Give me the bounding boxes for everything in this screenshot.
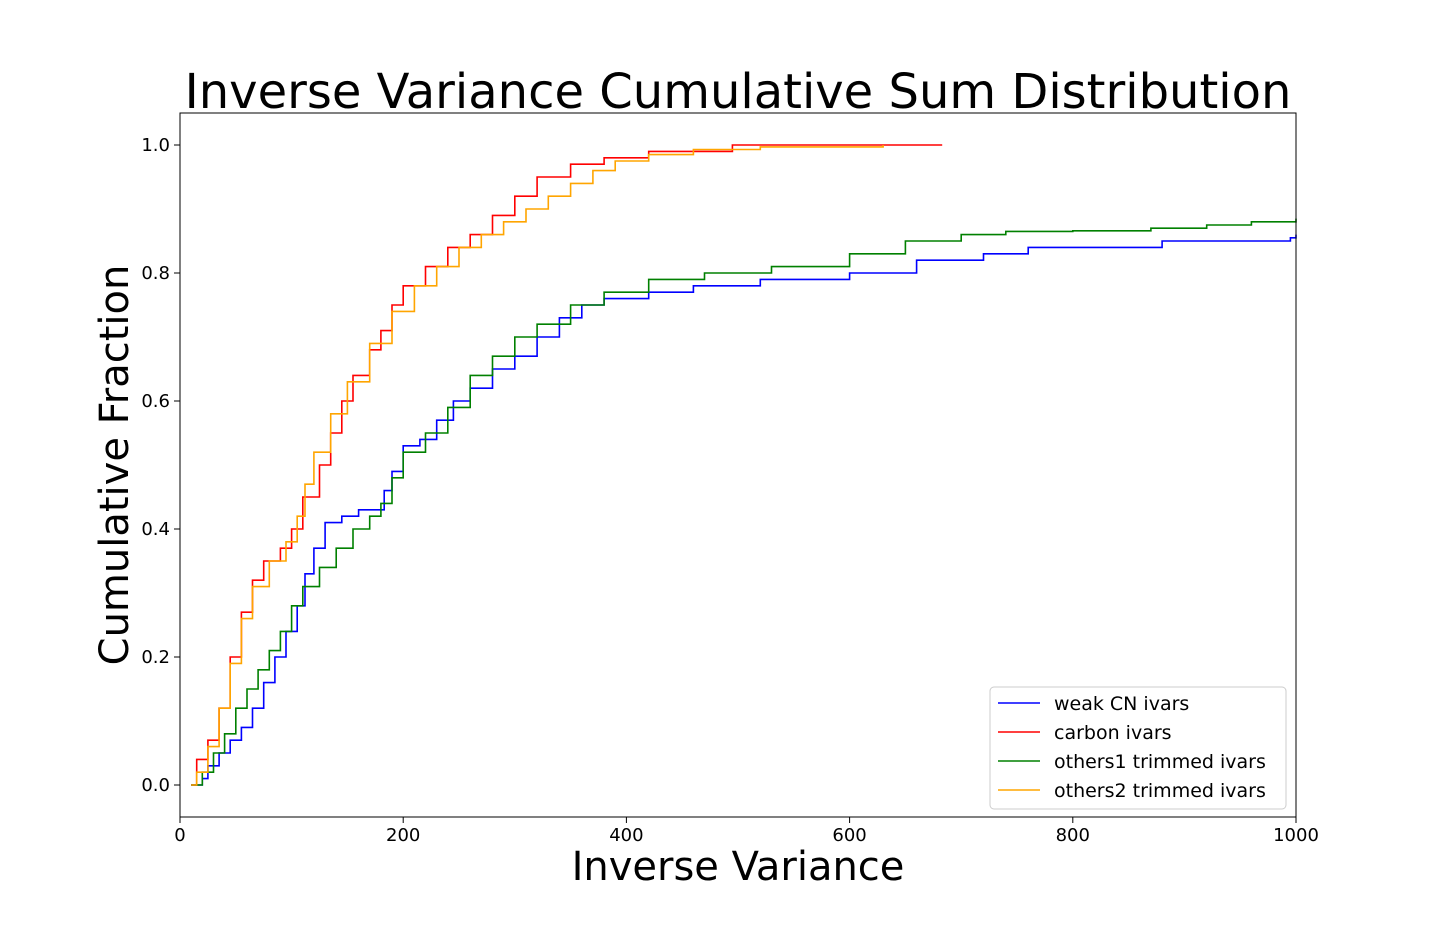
x-tick-label: 600 (832, 825, 866, 846)
x-tick-label: 200 (386, 825, 420, 846)
series-line-1 (191, 144, 943, 786)
legend-label-2: others1 trimmed ivars (1054, 751, 1266, 773)
plot-area (179, 112, 1297, 818)
series-group (191, 144, 1297, 786)
y-tick-label: 1.0 (141, 135, 170, 156)
legend-label-3: others2 trimmed ivars (1054, 780, 1266, 802)
series-line-0 (191, 234, 1297, 786)
legend-label-1: carbon ivars (1054, 722, 1172, 744)
x-tick-label: 1000 (1273, 825, 1319, 846)
x-tick-label: 0 (174, 825, 185, 846)
chart-title: Inverse Variance Cumulative Sum Distribu… (185, 64, 1292, 120)
legend-label-0: weak CN ivars (1054, 693, 1189, 715)
plot-frame (179, 112, 1297, 818)
legend-box (989, 686, 1287, 810)
legend: weak CN ivars carbon ivars others1 trimmed… (989, 686, 1287, 810)
y-tick-label: 0.2 (141, 647, 170, 668)
x-tick-label: 800 (1056, 825, 1090, 846)
y-tick-label: 0.8 (141, 263, 170, 284)
y-tick-label: 0.4 (141, 519, 170, 540)
y-axis-label: Cumulative Fraction (92, 265, 138, 666)
y-axis: 0.0 0.2 0.4 0.6 0.8 1.0 (141, 135, 180, 796)
y-tick-label: 0.0 (141, 775, 170, 796)
x-tick-label: 400 (609, 825, 643, 846)
x-axis-label: Inverse Variance (572, 844, 905, 890)
y-tick-label: 0.6 (141, 391, 170, 412)
x-axis: 0 200 400 600 800 1000 (174, 817, 1319, 846)
series-line-2 (191, 218, 1297, 786)
series-line-3 (191, 145, 884, 786)
